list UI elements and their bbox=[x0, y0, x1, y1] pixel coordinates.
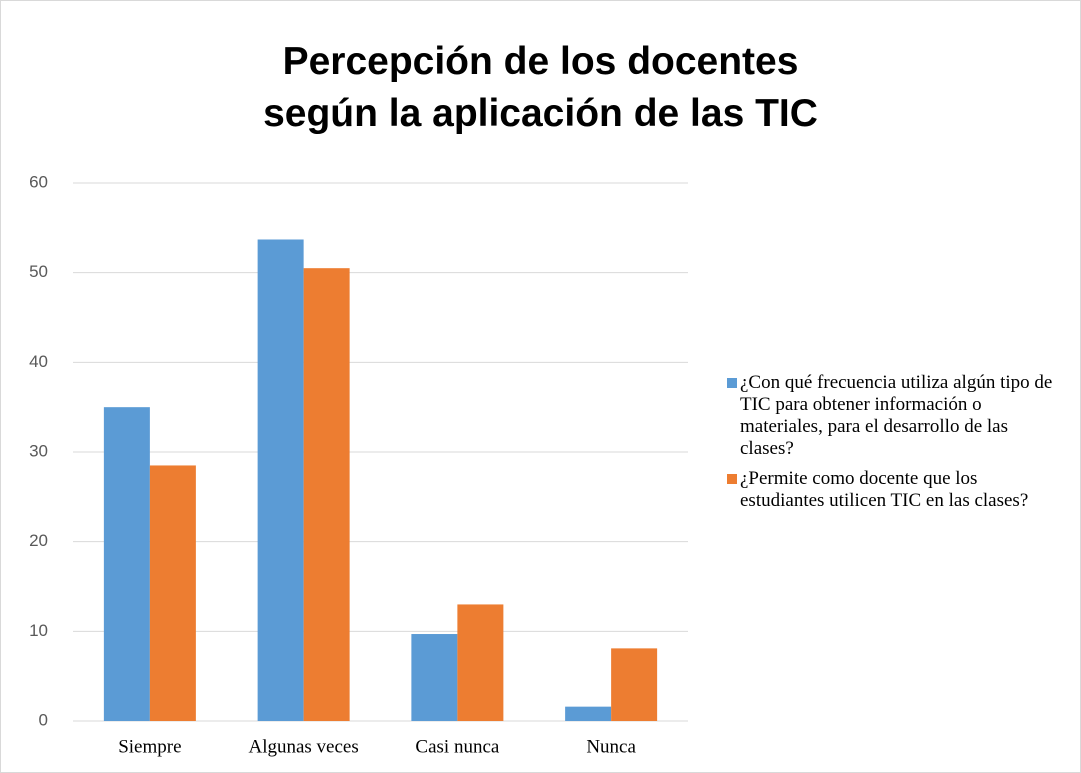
bar bbox=[565, 706, 612, 721]
bar bbox=[149, 465, 196, 721]
legend-label: ¿Permite como docente que los estudiante… bbox=[740, 468, 1029, 511]
bar bbox=[303, 268, 350, 721]
x-tick-label: Nunca bbox=[586, 736, 636, 757]
bar bbox=[257, 239, 304, 722]
bar bbox=[103, 407, 150, 721]
y-tick-label: 10 bbox=[29, 621, 48, 640]
x-tick-label: Casi nunca bbox=[415, 736, 499, 757]
legend-swatch bbox=[727, 378, 737, 388]
y-tick-label: 20 bbox=[29, 531, 48, 550]
y-tick-label: 0 bbox=[39, 710, 48, 729]
y-tick-label: 30 bbox=[29, 441, 48, 460]
legend-label: ¿Con qué frecuencia utiliza algún tipo d… bbox=[740, 372, 1053, 459]
legend: ¿Con qué frecuencia utiliza algún tipo d… bbox=[727, 372, 1057, 520]
y-tick-label: 60 bbox=[29, 172, 48, 191]
legend-item: ¿Con qué frecuencia utiliza algún tipo d… bbox=[727, 372, 1057, 460]
legend-item: ¿Permite como docente que los estudiante… bbox=[727, 468, 1057, 512]
bar bbox=[457, 604, 504, 721]
bar bbox=[611, 648, 658, 721]
bar bbox=[411, 634, 458, 721]
chart-title: Percepción de los docentes según la apli… bbox=[263, 40, 818, 135]
x-tick-label: Siempre bbox=[118, 736, 181, 757]
y-tick-label: 40 bbox=[29, 352, 48, 371]
x-tick-label: Algunas veces bbox=[248, 736, 358, 757]
legend-swatch bbox=[727, 474, 737, 484]
y-tick-label: 50 bbox=[29, 262, 48, 281]
